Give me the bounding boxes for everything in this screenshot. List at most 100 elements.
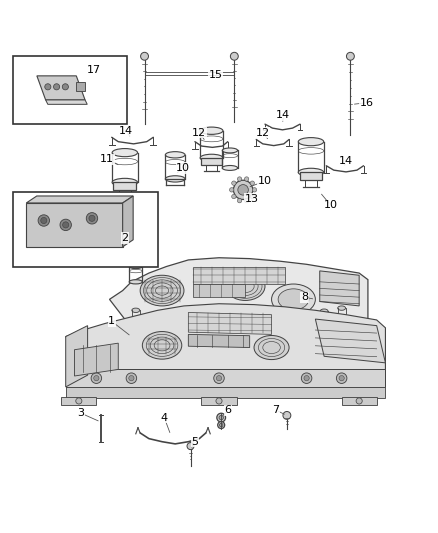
Text: 13: 13 bbox=[245, 193, 259, 204]
Ellipse shape bbox=[338, 317, 346, 321]
Circle shape bbox=[250, 195, 254, 199]
Circle shape bbox=[346, 52, 354, 60]
Circle shape bbox=[218, 422, 225, 429]
Circle shape bbox=[238, 184, 248, 195]
Ellipse shape bbox=[142, 332, 182, 359]
Circle shape bbox=[60, 219, 71, 231]
Ellipse shape bbox=[233, 317, 240, 321]
Polygon shape bbox=[188, 312, 272, 334]
Polygon shape bbox=[315, 319, 385, 363]
Polygon shape bbox=[66, 326, 88, 387]
Text: 14: 14 bbox=[119, 126, 133, 136]
Ellipse shape bbox=[215, 327, 223, 332]
Circle shape bbox=[336, 373, 347, 383]
Text: 4: 4 bbox=[161, 413, 168, 423]
Ellipse shape bbox=[166, 176, 185, 182]
Polygon shape bbox=[342, 397, 377, 405]
Polygon shape bbox=[66, 304, 385, 377]
Circle shape bbox=[86, 213, 98, 224]
Polygon shape bbox=[201, 397, 237, 405]
Circle shape bbox=[89, 215, 95, 221]
Polygon shape bbox=[61, 397, 96, 405]
Circle shape bbox=[53, 84, 60, 90]
Circle shape bbox=[219, 423, 223, 427]
Ellipse shape bbox=[200, 154, 223, 161]
Circle shape bbox=[219, 415, 223, 420]
Text: 3: 3 bbox=[78, 408, 85, 418]
Circle shape bbox=[244, 177, 249, 181]
Ellipse shape bbox=[200, 127, 223, 134]
Circle shape bbox=[94, 376, 99, 381]
Circle shape bbox=[63, 222, 69, 228]
Ellipse shape bbox=[132, 319, 140, 324]
Ellipse shape bbox=[250, 316, 258, 320]
Circle shape bbox=[129, 376, 134, 381]
Circle shape bbox=[233, 180, 253, 199]
Circle shape bbox=[91, 373, 102, 383]
Circle shape bbox=[230, 188, 234, 192]
Ellipse shape bbox=[149, 324, 157, 329]
Text: 5: 5 bbox=[191, 437, 198, 447]
Ellipse shape bbox=[272, 284, 315, 314]
Text: 15: 15 bbox=[208, 70, 223, 79]
Circle shape bbox=[244, 198, 249, 203]
Ellipse shape bbox=[294, 313, 302, 318]
Polygon shape bbox=[123, 196, 133, 247]
Text: 14: 14 bbox=[339, 156, 353, 166]
Ellipse shape bbox=[112, 179, 138, 187]
Circle shape bbox=[38, 215, 49, 226]
Circle shape bbox=[232, 195, 236, 199]
Circle shape bbox=[250, 181, 254, 185]
Text: 14: 14 bbox=[276, 110, 290, 120]
Text: 16: 16 bbox=[360, 98, 374, 108]
Polygon shape bbox=[320, 271, 359, 306]
Circle shape bbox=[304, 376, 309, 381]
Circle shape bbox=[252, 188, 257, 192]
Polygon shape bbox=[26, 196, 133, 203]
Ellipse shape bbox=[294, 324, 302, 329]
Bar bbox=[13, 192, 158, 266]
Circle shape bbox=[232, 181, 236, 185]
Ellipse shape bbox=[226, 272, 265, 301]
Ellipse shape bbox=[278, 289, 309, 310]
Circle shape bbox=[126, 373, 137, 383]
Polygon shape bbox=[74, 343, 118, 376]
Circle shape bbox=[230, 52, 238, 60]
Circle shape bbox=[237, 198, 242, 203]
Circle shape bbox=[41, 217, 47, 223]
Text: 6: 6 bbox=[224, 405, 231, 415]
Circle shape bbox=[76, 398, 82, 404]
Polygon shape bbox=[113, 182, 136, 190]
Circle shape bbox=[45, 84, 51, 90]
Ellipse shape bbox=[254, 335, 289, 360]
Polygon shape bbox=[193, 266, 285, 284]
Ellipse shape bbox=[320, 320, 328, 324]
Text: 8: 8 bbox=[301, 292, 308, 302]
Ellipse shape bbox=[223, 166, 237, 171]
Bar bbox=[13, 56, 127, 124]
Circle shape bbox=[301, 373, 312, 383]
Circle shape bbox=[237, 177, 242, 181]
Ellipse shape bbox=[223, 148, 237, 153]
Circle shape bbox=[214, 373, 224, 383]
Ellipse shape bbox=[132, 308, 140, 312]
Circle shape bbox=[62, 84, 68, 90]
Text: 1: 1 bbox=[108, 316, 115, 326]
Text: 10: 10 bbox=[176, 163, 190, 173]
Circle shape bbox=[216, 398, 222, 404]
Circle shape bbox=[187, 442, 194, 449]
Polygon shape bbox=[300, 172, 322, 180]
Ellipse shape bbox=[250, 327, 258, 332]
Polygon shape bbox=[201, 158, 222, 165]
Text: 7: 7 bbox=[272, 405, 279, 415]
Ellipse shape bbox=[112, 149, 138, 157]
Ellipse shape bbox=[320, 309, 328, 313]
Polygon shape bbox=[46, 100, 87, 104]
Text: 12: 12 bbox=[192, 128, 206, 138]
Polygon shape bbox=[188, 334, 250, 348]
Ellipse shape bbox=[129, 264, 142, 269]
Text: 11: 11 bbox=[100, 154, 114, 164]
Circle shape bbox=[356, 398, 362, 404]
Polygon shape bbox=[66, 369, 385, 387]
Polygon shape bbox=[110, 258, 368, 328]
